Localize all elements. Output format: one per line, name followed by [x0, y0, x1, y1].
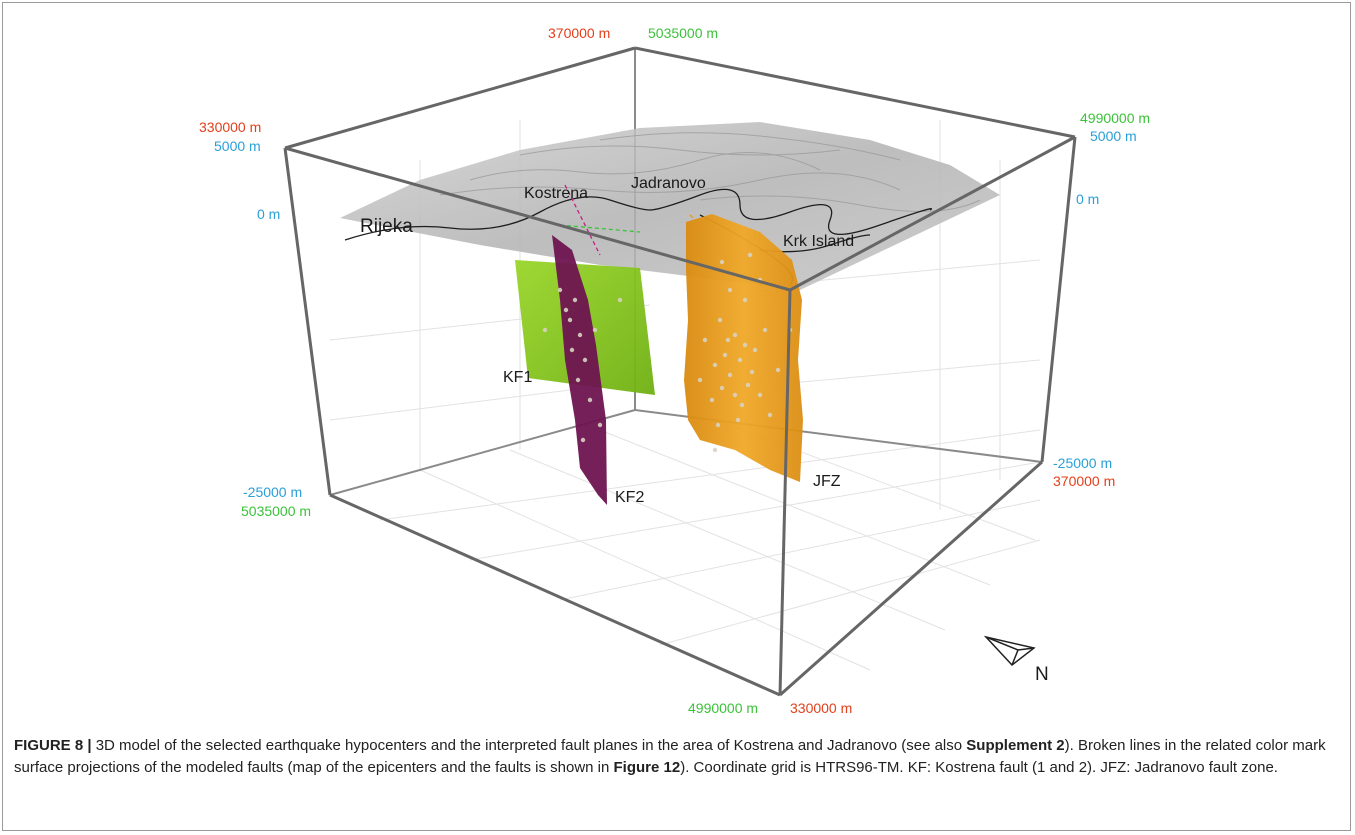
north-arrow-icon	[983, 635, 1036, 667]
north-label: N	[1035, 664, 1049, 685]
label-jfz: JFZ	[813, 473, 841, 490]
label-bottom-front-green: 4990000 m	[688, 700, 758, 716]
label-bottom-left-blue: -25000 m	[243, 484, 302, 500]
label-top-back-green: 5035000 m	[648, 25, 718, 41]
label-left-zero: 0 m	[257, 206, 280, 222]
label-kf2: KF2	[615, 489, 644, 506]
label-bottom-left-green: 5035000 m	[241, 503, 311, 519]
fault-labels: KF1 KF2 JFZ	[503, 369, 841, 506]
label-krk-island: Krk Island	[783, 233, 854, 250]
figure-caption: FIGURE 8 | 3D model of the selected eart…	[14, 735, 1344, 779]
caption-text-2: ). Broken lines in the related color mar…	[14, 737, 1326, 776]
label-right-zero: 0 m	[1076, 191, 1099, 207]
figure-3d-model: 370000 m 5035000 m 330000 m 5000 m 0 m 4…	[199, 25, 1150, 716]
label-bottom-front-red: 330000 m	[790, 700, 852, 716]
label-bottom-right-red: 370000 m	[1053, 473, 1115, 489]
caption-lead: FIGURE 8 |	[14, 737, 92, 754]
label-bottom-right-blue: -25000 m	[1053, 455, 1112, 471]
label-top-left-red: 330000 m	[199, 119, 261, 135]
hypocenters	[542, 252, 793, 453]
label-rijeka: Rijeka	[360, 216, 413, 237]
box-front-edges	[283, 46, 1077, 697]
surface-relief	[439, 132, 981, 212]
label-top-right-green: 4990000 m	[1080, 110, 1150, 126]
kf2-fault-plane	[552, 235, 607, 505]
label-top-back-red: 370000 m	[548, 25, 610, 41]
caption-text-1: 3D model of the selected earthquake hypo…	[91, 737, 967, 754]
label-jadranovo: Jadranovo	[631, 175, 706, 192]
jfz-fault-plane	[684, 214, 803, 482]
place-labels: Rijeka Kostrena Jadranovo Krk Island	[360, 175, 854, 250]
label-kostrena: Kostrena	[524, 185, 588, 202]
label-top-left-blue: 5000 m	[214, 138, 261, 154]
label-top-right-blue: 5000 m	[1090, 128, 1137, 144]
axis-labels: 370000 m 5035000 m 330000 m 5000 m 0 m 4…	[199, 25, 1150, 716]
label-kf1: KF1	[503, 369, 532, 386]
caption-ref-supplement: Supplement 2	[966, 737, 1065, 754]
caption-ref-figure: Figure 12	[613, 759, 681, 776]
caption-text-3: ). Coordinate grid is HTRS96-TM. KF: Kos…	[680, 759, 1278, 776]
